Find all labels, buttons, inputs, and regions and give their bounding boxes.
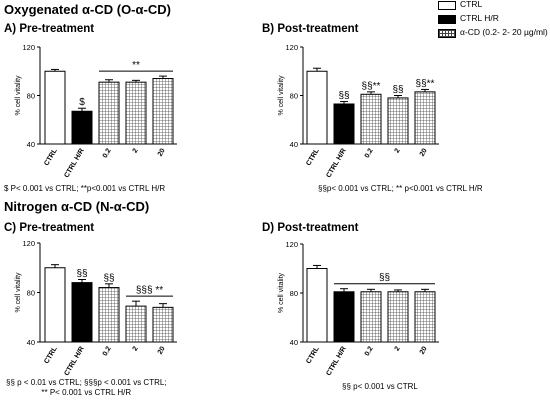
category-label-a-1: CTRL H/R (63, 148, 85, 180)
y-axis-label-c: % cell vitality (15, 272, 22, 313)
panel-title-d: D) Post-treatment (262, 222, 359, 234)
category-label-a-3: 2 (132, 147, 140, 154)
panel-title-c: C) Pre-treatment (4, 222, 95, 234)
bar-d-1 (333, 291, 355, 343)
y-tick-label-c: 80 (27, 289, 35, 298)
significance-label-a-1: $ (79, 97, 85, 108)
category-label-c-3: 2 (132, 345, 140, 352)
category-label-b-0: CTRL (305, 147, 321, 167)
y-tick-label-a: 80 (27, 92, 35, 101)
y-tick-label-b: 80 (290, 92, 298, 101)
category-label-d-4: 20 (419, 345, 429, 355)
category-label-d-1: CTRL H/R (325, 346, 347, 378)
bar-d-3 (387, 291, 409, 343)
footnote-a: $ P< 0.001 vs CTRL; **p<0.001 vs CTRL H/… (4, 184, 166, 193)
category-label-a-4: 20 (157, 147, 167, 157)
legend-item-ctrl: CTRL (438, 0, 550, 14)
bar-a-3 (125, 81, 147, 145)
bar-c-4 (152, 306, 174, 343)
y-tick-label-d: 40 (290, 338, 298, 347)
category-label-a-2: 0.2 (102, 147, 113, 159)
y-tick-label-d: 80 (290, 289, 298, 298)
legend-label-alpha-cd: α-CD (0.2- 2- 20 µg/ml) (460, 27, 548, 37)
section-title-nitrogen: Nitrogen α-CD (N-α-CD) (4, 199, 150, 214)
legend-item-ctrl-hr: CTRL H/R (438, 13, 550, 28)
y-tick-label-c: 40 (27, 338, 35, 347)
legend-label-ctrl: CTRL (460, 0, 483, 9)
bar-b-4 (414, 91, 436, 145)
bar-b-2 (360, 93, 382, 145)
category-label-c-1: CTRL H/R (63, 346, 85, 378)
category-label-b-1: CTRL H/R (325, 148, 347, 180)
y-tick-label-a: 120 (22, 43, 35, 52)
bracket-label-d-0: §§ (379, 273, 390, 284)
bar-c-3 (125, 305, 147, 343)
bar-a-4 (152, 78, 174, 145)
category-label-a-0: CTRL (43, 147, 59, 167)
bar-c-1 (71, 282, 93, 343)
category-label-c-0: CTRL (43, 345, 59, 365)
bar-c-0 (44, 267, 66, 343)
category-label-d-3: 2 (394, 345, 402, 352)
category-label-b-2: 0.2 (364, 147, 375, 159)
significance-label-b-3: §§ (392, 85, 403, 96)
footnote-b: §§p< 0.001 vs CTRL; ** p<0.001 vs CTRL H… (318, 184, 483, 193)
footnote-c: §§ p < 0.01 vs CTRL; §§§p < 0.001 vs CTR… (6, 378, 167, 397)
bar-b-0 (306, 70, 328, 145)
significance-label-b-4: §§** (416, 78, 435, 89)
bar-a-2 (98, 81, 120, 145)
y-tick-label-c: 120 (22, 239, 35, 248)
bar-d-4 (414, 291, 436, 343)
panel-title-b: B) Post-treatment (262, 23, 359, 35)
legend-swatch-alpha-cd (438, 29, 456, 38)
bar-d-0 (306, 268, 328, 343)
legend-swatch-ctrl (438, 1, 456, 10)
bar-b-3 (387, 97, 409, 145)
bar-b-1 (333, 103, 355, 145)
bracket-label-a-0: ** (132, 60, 140, 71)
category-label-b-3: 2 (394, 147, 402, 154)
y-tick-label-d: 120 (285, 240, 298, 249)
legend: CTRL CTRL H/R α-CD (0.2- 2- 20 µg/ml) (438, 0, 550, 52)
y-tick-label-b: 40 (290, 140, 298, 149)
legend-swatch-ctrl-hr (438, 15, 456, 24)
y-tick-label-a: 40 (27, 140, 35, 149)
y-axis-label-b: % cell vitality (278, 75, 285, 116)
bar-c-2 (98, 287, 120, 343)
significance-label-b-2: §§** (362, 81, 381, 92)
significance-label-c-2: §§ (103, 273, 114, 284)
y-tick-label-b: 120 (285, 43, 298, 52)
category-label-d-0: CTRL (305, 345, 321, 365)
bar-a-1 (71, 110, 93, 145)
legend-item-alpha-cd: α-CD (0.2- 2- 20 µg/ml) (438, 27, 550, 52)
section-title-oxygenated: Oxygenated α-CD (O-α-CD) (4, 2, 171, 17)
bracket-label-c-0: §§§ ** (136, 285, 163, 296)
significance-label-b-1: §§ (338, 91, 349, 102)
category-label-c-4: 20 (157, 345, 167, 355)
significance-label-c-1: §§ (76, 269, 87, 280)
y-axis-label-a: % cell vitality (15, 75, 22, 116)
bar-d-2 (360, 291, 382, 343)
panel-title-a: A) Pre-treatment (4, 23, 95, 35)
category-label-d-2: 0.2 (364, 345, 375, 357)
bar-a-0 (44, 70, 66, 145)
category-label-b-4: 20 (419, 147, 429, 157)
category-label-c-2: 0.2 (102, 345, 113, 357)
legend-label-ctrl-hr: CTRL H/R (460, 13, 499, 23)
y-axis-label-d: % cell vitality (278, 272, 285, 313)
footnote-d: §§ p< 0.001 vs CTRL (342, 382, 418, 391)
